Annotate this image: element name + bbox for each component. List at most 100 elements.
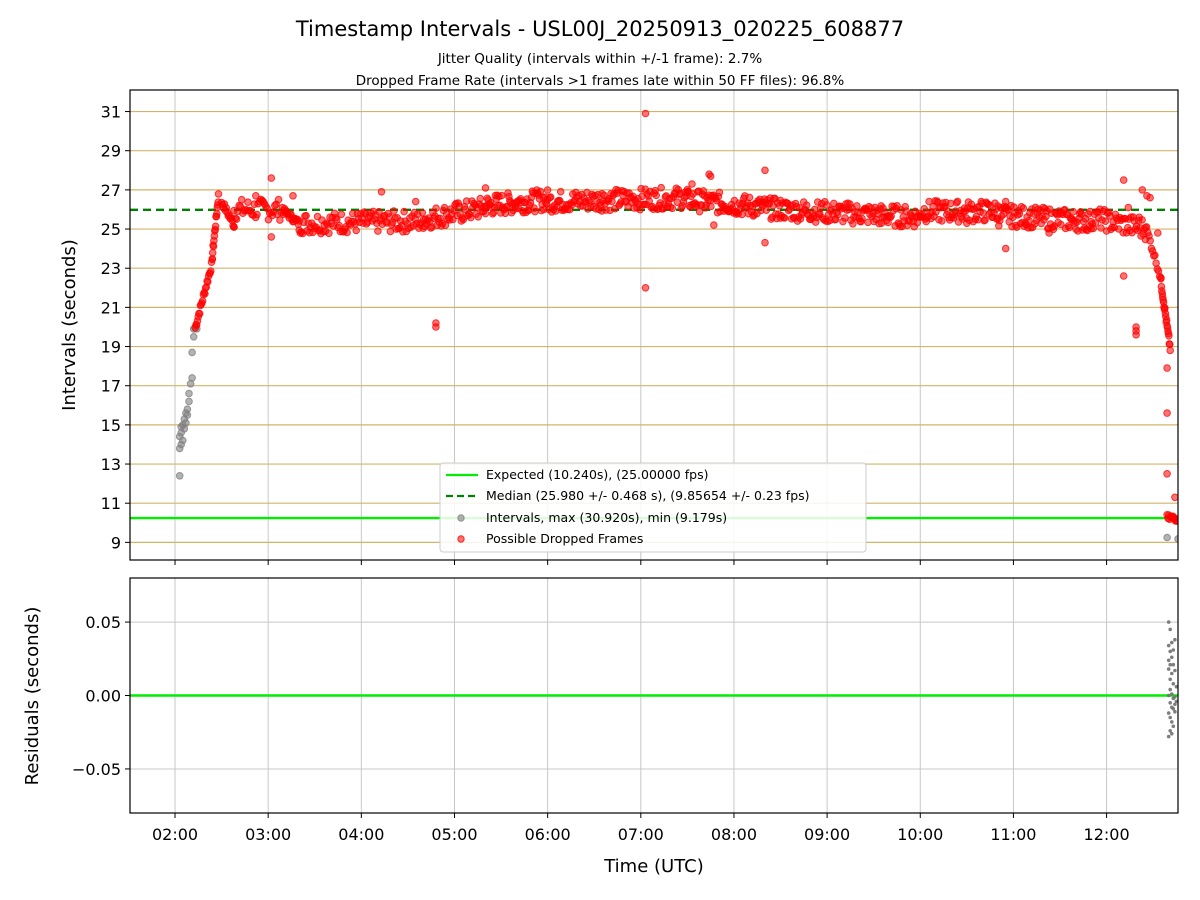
- residual-point-8: [1171, 648, 1176, 652]
- dropped-frame-point-267: [467, 213, 475, 222]
- dropped-frame-point-970: [1151, 251, 1159, 260]
- chart-subtitle-dropped: Dropped Frame Rate (intervals >1 frames …: [356, 73, 845, 89]
- residuals-y-axis-label: Residuals (seconds): [22, 607, 43, 786]
- dropped-frame-point-618: [802, 201, 811, 209]
- dropped-frame-point-1043: [1135, 213, 1143, 222]
- dropped-frame-point-1019: [411, 197, 420, 206]
- x-axis-label: Time (UTC): [603, 856, 704, 877]
- dropped-frame-point-754: [938, 217, 946, 225]
- interval-point-18: [188, 348, 196, 357]
- dropped-frame-point-204: [400, 207, 408, 216]
- residual-point-0: [1166, 620, 1171, 624]
- dropped-frame-point-276: [476, 194, 485, 203]
- dropped-frame-point-748: [932, 208, 940, 216]
- dropped-frame-point-1013: [252, 192, 260, 200]
- dropped-frame-point-220: [418, 208, 427, 217]
- residuals-y-tick-label-1: 0.00: [85, 687, 121, 706]
- dropped-frame-point-835: [1015, 210, 1024, 218]
- intervals-panel: 9 11 13 15 17 19 21 23 25 27 29 31 Intervals (secon…: [59, 89, 1179, 565]
- x-tick-label-9: 11:00: [990, 825, 1036, 844]
- intervals-grid: [130, 90, 1178, 560]
- dropped-frame-point-154: [343, 228, 351, 237]
- dropped-frame-point-149: [337, 210, 346, 219]
- intervals-y-axis: 9 11 13 15 17 19 21 23 25 27 29 31: [101, 103, 130, 552]
- legend-dropped-label: Possible Dropped Frames: [486, 531, 643, 546]
- chart-subtitle-jitter: Jitter Quality (intervals within +/-1 fr…: [437, 51, 763, 67]
- dropped-frame-point-337: [531, 207, 539, 216]
- residual-point-2: [1166, 643, 1171, 648]
- interval-point-19: [189, 333, 198, 341]
- residual-point-32: [1174, 684, 1178, 689]
- legend-median-label: Median (25.980 +/- 0.468 s), (9.85654 +/…: [486, 488, 810, 503]
- dropped-frame-point-1044: [1138, 186, 1147, 194]
- interval-point-23: [1163, 533, 1171, 542]
- intervals-y-tick-label-0: 9: [111, 533, 121, 552]
- interval-point-6: [179, 436, 187, 445]
- dropped-frame-point-1031: [761, 238, 769, 247]
- x-tick-label-8: 10:00: [897, 825, 943, 844]
- dropped-frame-point-1033: [963, 219, 971, 227]
- dropped-frame-point-1026: [688, 180, 696, 188]
- dropped-frame-point-839: [1019, 204, 1028, 212]
- dropped-frame-point-355: [546, 193, 555, 201]
- intervals-y-tick-label-4: 17: [101, 377, 121, 396]
- intervals-plot-frame: [129, 89, 1179, 561]
- x-tick-label-5: 07:00: [618, 825, 664, 844]
- dropped-frame-point-1047: [1154, 229, 1162, 237]
- residual-point-3: [1168, 649, 1172, 654]
- dropped-frame-point-1016: [289, 192, 297, 200]
- dropped-frame-point-195: [390, 207, 398, 215]
- residuals-panel: 0.050.00−0.05 02:00 03:00 04:00 05:00 06:00 0…: [22, 577, 1179, 877]
- dropped-frame-point-25: [208, 249, 217, 257]
- dropped-frame-point-1023: [598, 190, 606, 198]
- dropped-frame-point-558: [745, 193, 754, 202]
- x-tick-label-1: 03:00: [245, 825, 291, 844]
- dropped-frame-point-1028: [706, 172, 715, 180]
- residual-point-26: [1170, 720, 1174, 724]
- dropped-frame-point-60: [237, 195, 246, 204]
- residual-point-20: [1168, 701, 1172, 705]
- residual-point-17: [1166, 693, 1171, 698]
- residual-point-25: [1168, 715, 1172, 720]
- intervals-x-tick-marks: [174, 560, 1108, 565]
- dropped-frame-point-365: [556, 187, 565, 196]
- residual-point-24: [1166, 711, 1171, 715]
- dropped-frame-point-138: [325, 229, 333, 238]
- dropped-frame-point-916: [1091, 219, 1100, 227]
- residual-point-16: [1170, 692, 1174, 696]
- dropped-frame-point-1036: [1045, 229, 1053, 237]
- intervals-y-tick-label-6: 21: [101, 298, 121, 317]
- interval-point-13: [183, 405, 192, 414]
- dropped-frame-point-242: [440, 203, 449, 212]
- dropped-frame-point-181: [374, 227, 382, 235]
- residual-point-22: [1171, 706, 1176, 711]
- legend-expected-label: Expected (10.240s), (25.00000 fps): [486, 467, 708, 482]
- dropped-frame-point-1021: [432, 323, 440, 331]
- dropped-frame-point-798: [981, 216, 989, 224]
- dropped-frame-point-770: [953, 197, 962, 206]
- x-tick-label-4: 06:00: [525, 825, 571, 844]
- dropped-frame-point-1015: [267, 233, 276, 241]
- residual-point-4: [1170, 640, 1174, 645]
- dropped-frame-point-1025: [641, 284, 650, 292]
- dropped-frame-point-1018: [377, 188, 386, 196]
- intervals-y-tick-label-11: 31: [101, 103, 121, 122]
- dropped-frame-point-888: [1065, 223, 1074, 232]
- residual-point-13: [1173, 668, 1177, 673]
- dropped-frame-point-24: [208, 255, 217, 263]
- intervals-y-tick-label-9: 27: [101, 181, 121, 200]
- interval-point-14: [185, 397, 193, 406]
- dropped-frame-point-1038: [1119, 272, 1128, 280]
- dropped-frame-point-845: [1025, 216, 1033, 225]
- dropped-frame-point-1039: [1124, 203, 1133, 212]
- residual-point-15: [1168, 687, 1172, 692]
- dropped-frame-point-664: [849, 220, 857, 228]
- dropped-frame-point-1024: [641, 109, 650, 118]
- intervals-points: [175, 109, 1178, 543]
- residual-point-11: [1171, 662, 1176, 667]
- dropped-frame-point-649: [834, 210, 842, 219]
- dropped-frame-point-1017: [290, 215, 299, 224]
- residual-point-5: [1166, 658, 1171, 663]
- residual-point-33: [1174, 699, 1178, 704]
